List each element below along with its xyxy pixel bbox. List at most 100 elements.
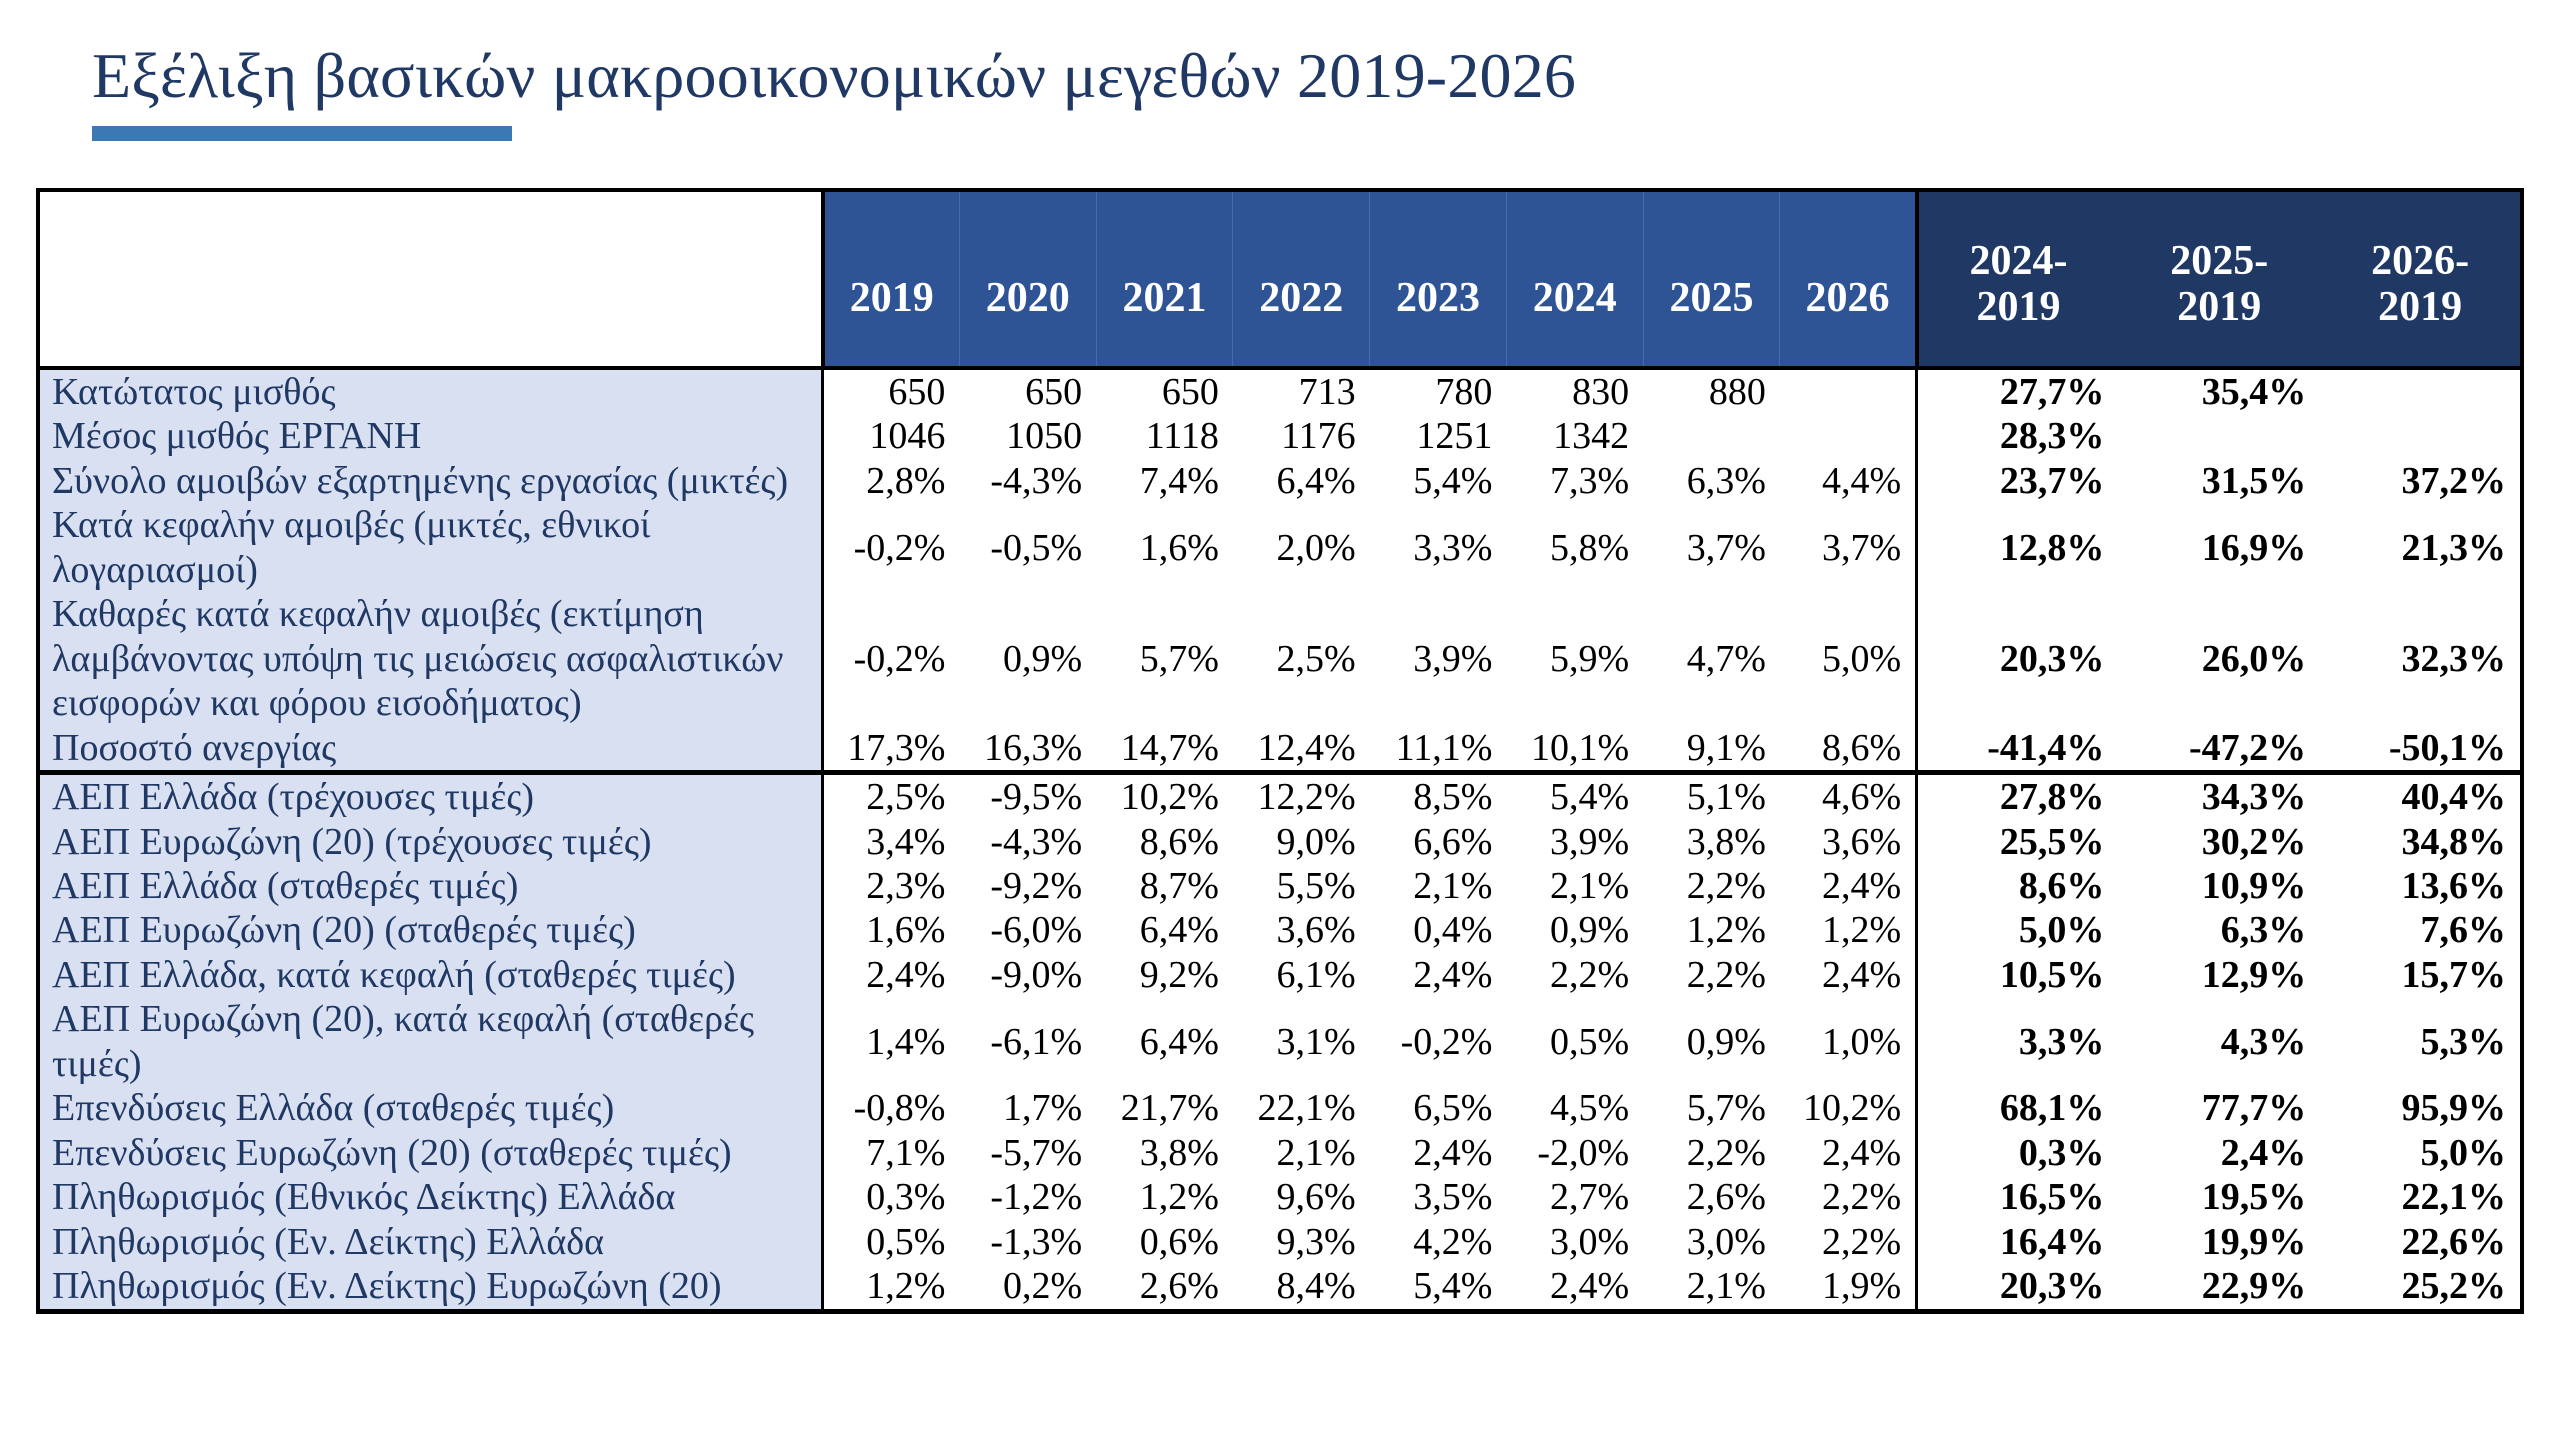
cell-2023: 2,1% [1369,863,1507,909]
cell-2025: 880 [1643,368,1780,415]
cell-2022: 2,5% [1232,592,1370,726]
cell-2026: 2,4% [1779,1130,1919,1176]
cell-2021: 2,6% [1096,1264,1233,1314]
cell-diff-2026-2019: 34,8% [2320,819,2524,864]
header-year-2025: 2025 [1642,188,1780,370]
row-label: ΑΕΠ Ελλάδα (σταθερές τιμές) [36,863,825,909]
row-label: Πληθωρισμός (Εν. Δείκτης) Ευρωζώνη (20) [36,1264,825,1314]
cell-2020: 1050 [959,414,1097,459]
header-diff-line1: 2025- [2170,238,2269,285]
cell-2024: 2,1% [1506,863,1644,909]
cell-2025: 9,1% [1643,725,1780,776]
cell-2021: 6,4% [1096,908,1233,953]
cell-2019: -0,2% [822,503,960,593]
table-row: Πληθωρισμός (Εν. Δείκτης) Ελλάδα 0,5% -1,3… [36,1219,2524,1265]
cell-diff-2024-2019: 10,5% [1916,952,2119,998]
cell-2021: 1,6% [1096,503,1233,593]
cell-2025: 2,2% [1643,1130,1780,1176]
table-row: ΑΕΠ Ελλάδα (τρέχουσες τιμές) 2,5% -9,5% 10,… [36,772,2524,820]
cell-diff-2026-2019: 22,6% [2320,1219,2524,1265]
cell-2024: 7,3% [1506,458,1644,504]
cell-2024: 2,7% [1506,1175,1644,1220]
cell-2019: 2,8% [822,458,960,504]
cell-2020: -0,5% [959,503,1097,593]
cell-2022: 3,6% [1232,908,1370,953]
cell-2019: -0,8% [822,1086,960,1131]
table-row: ΑΕΠ Ελλάδα, κατά κεφαλή (σταθερές τιμές)… [36,952,2524,998]
cell-diff-2025-2019: 77,7% [2118,1086,2321,1131]
row-label: Επενδύσεις Ελλάδα (σταθερές τιμές) [36,1086,825,1131]
cell-diff-2024-2019: 16,5% [1916,1175,2119,1220]
header-year-2023: 2023 [1369,188,1507,370]
cell-2023: 780 [1369,368,1507,415]
cell-2023: 3,3% [1369,503,1507,593]
cell-2024: 10,1% [1506,725,1644,776]
cell-2025: 0,9% [1643,997,1780,1087]
cell-2024: 0,9% [1506,908,1644,953]
table-row: Σύνολο αμοιβών εξαρτημένης εργασίας (μικ… [36,458,2524,504]
cell-diff-2026-2019: 5,3% [2320,997,2524,1087]
cell-2026 [1779,414,1919,459]
cell-2022: 9,0% [1232,819,1370,864]
macro-indicators-table-container: 2019 2020 2021 2022 2023 2024 2025 2026 … [36,188,2524,1314]
page-title: Εξέλιξη βασικών μακροοικονομικών μεγεθών… [92,40,1577,111]
cell-2024: 5,8% [1506,503,1644,593]
cell-2021: 650 [1096,368,1233,415]
row-label: Κατώτατος μισθός [36,368,825,415]
cell-2025: 5,7% [1643,1086,1780,1131]
cell-2020: -9,2% [959,863,1097,909]
cell-diff-2025-2019: 4,3% [2118,997,2321,1087]
cell-2023: 2,4% [1369,952,1507,998]
table-row: Πληθωρισμός (Εθνικός Δείκτης) Ελλάδα 0,3%… [36,1175,2524,1220]
cell-2019: 2,5% [822,772,960,820]
cell-diff-2026-2019: 32,3% [2320,592,2524,726]
cell-diff-2024-2019: 23,7% [1916,458,2119,504]
cell-2023: 5,4% [1369,1264,1507,1314]
cell-2026: 4,6% [1779,772,1919,820]
cell-diff-2025-2019: 31,5% [2118,458,2321,504]
table-row: ΑΕΠ Ευρωζώνη (20), κατά κεφαλή (σταθερές… [36,997,2524,1087]
cell-2021: 5,7% [1096,592,1233,726]
cell-2022: 9,3% [1232,1219,1370,1265]
cell-diff-2024-2019: 20,3% [1916,592,2119,726]
cell-2019: 650 [822,368,960,415]
cell-2024: 5,9% [1506,592,1644,726]
cell-diff-2026-2019 [2320,368,2524,415]
header-diff-line2: 2019 [2378,283,2463,330]
cell-2019: 2,3% [822,863,960,909]
cell-2026: 8,6% [1779,725,1919,776]
cell-2021: 8,6% [1096,819,1233,864]
cell-2021: 1118 [1096,414,1233,459]
cell-diff-2025-2019: 12,9% [2118,952,2321,998]
cell-2020: 0,2% [959,1264,1097,1314]
cell-diff-2024-2019: -41,4% [1916,725,2119,776]
cell-2022: 1176 [1232,414,1370,459]
row-label: Ποσοστό ανεργίας [36,725,825,776]
cell-2020: 16,3% [959,725,1097,776]
cell-diff-2024-2019: 8,6% [1916,863,2119,909]
cell-2026: 1,9% [1779,1264,1919,1314]
table-row: ΑΕΠ Ευρωζώνη (20) (τρέχουσες τιμές) 3,4% -… [36,819,2524,864]
cell-2024: 4,5% [1506,1086,1644,1131]
cell-2023: -0,2% [1369,997,1507,1087]
cell-diff-2025-2019: 10,9% [2118,863,2321,909]
cell-2026: 3,7% [1779,503,1919,593]
cell-2019: 1,4% [822,997,960,1087]
cell-diff-2026-2019: 37,2% [2320,458,2524,504]
cell-2023: 6,5% [1369,1086,1507,1131]
table-header-row: 2019 2020 2021 2022 2023 2024 2025 2026 … [36,188,2524,370]
cell-diff-2024-2019: 12,8% [1916,503,2119,593]
cell-diff-2025-2019: 16,9% [2118,503,2321,593]
table-row: Ποσοστό ανεργίας 17,3% 16,3% 14,7% 12,4% 11,1… [36,725,2524,776]
cell-2026: 10,2% [1779,1086,1919,1131]
cell-2022: 12,2% [1232,772,1370,820]
header-diff-line2: 2019 [2177,283,2262,330]
title-accent-bar [92,126,512,141]
cell-2022: 6,4% [1232,458,1370,504]
cell-2024: 1342 [1506,414,1644,459]
header-diff-line1: 2024- [1969,238,2068,285]
cell-2024: 3,9% [1506,819,1644,864]
cell-2019: 17,3% [822,725,960,776]
cell-2022: 3,1% [1232,997,1370,1087]
row-label: ΑΕΠ Ευρωζώνη (20) (σταθερές τιμές) [36,908,825,953]
